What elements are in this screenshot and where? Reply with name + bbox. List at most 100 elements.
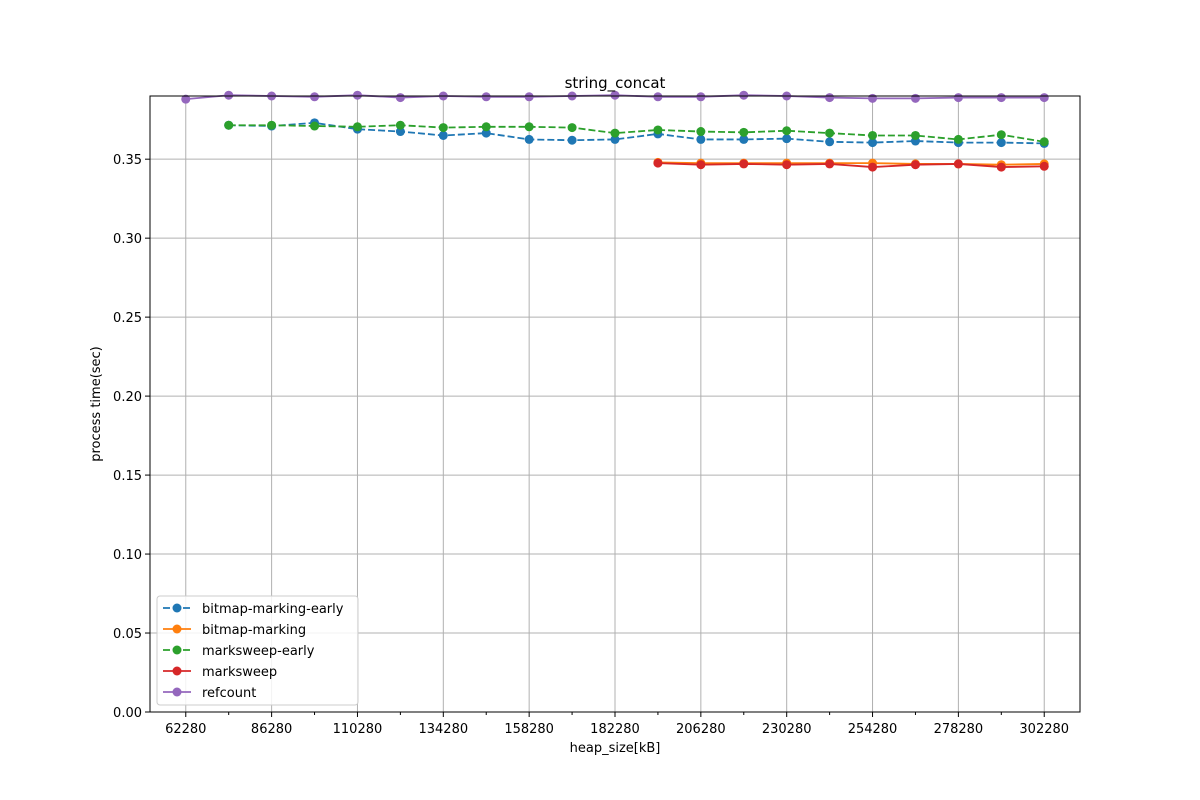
legend-label: refcount (202, 686, 256, 701)
legend-swatch-marker (172, 645, 182, 655)
data-point-marksweep-early (567, 123, 577, 133)
x-tick-label: 182280 (590, 722, 640, 737)
series-layer (181, 90, 1049, 172)
grid (150, 96, 1080, 713)
data-point-marksweep (953, 159, 963, 169)
legend-item-marksweep-early: marksweep-early (163, 644, 315, 659)
y-tick-label: 0.20 (113, 390, 142, 405)
data-point-marksweep (653, 158, 663, 168)
data-point-marksweep-early (438, 123, 448, 133)
y-tick-label: 0.00 (113, 706, 142, 721)
data-point-marksweep-early (653, 125, 663, 135)
series-marksweep (653, 158, 1049, 172)
x-tick-label: 302280 (1019, 722, 1069, 737)
series-line-bitmap-marking (657, 161, 1045, 166)
x-tick-label: 134280 (418, 722, 468, 737)
y-axis-title: process time(sec) (89, 346, 104, 462)
data-point-bitmap-marking-early (567, 135, 577, 145)
x-tick-label: 158280 (504, 722, 554, 737)
data-point-bitmap-marking-early (524, 134, 534, 144)
legend-label: bitmap-marking-early (202, 602, 344, 617)
data-point-bitmap-marking-early (868, 138, 878, 148)
data-point-refcount (181, 94, 191, 104)
data-point-marksweep-early (267, 120, 277, 130)
data-point-refcount (610, 90, 620, 100)
legend-swatch-marker (172, 603, 182, 613)
data-point-marksweep (739, 159, 749, 169)
legend-swatch-marker (172, 687, 182, 697)
data-point-marksweep-early (782, 126, 792, 136)
legend: bitmap-marking-early bitmap-marking marksw… (156, 595, 359, 706)
data-point-marksweep (825, 159, 835, 169)
data-point-marksweep-early (996, 130, 1006, 140)
y-tick-label: 0.25 (113, 311, 142, 326)
series-marksweep-early (224, 120, 1049, 147)
x-tick-label: 110280 (333, 722, 383, 737)
data-point-marksweep-early (310, 121, 320, 131)
data-point-bitmap-marking-early (782, 134, 792, 144)
series-line-marksweep (657, 162, 1045, 168)
data-point-refcount (481, 92, 491, 102)
legend-label: marksweep-early (202, 644, 315, 659)
legend-item-bitmap-marking-early: bitmap-marking-early (163, 602, 344, 617)
data-point-bitmap-marking-early (739, 134, 749, 144)
data-point-bitmap-marking-early (825, 137, 835, 147)
data-point-bitmap-marking-early (696, 134, 706, 144)
legend-swatch-marker (172, 624, 182, 634)
data-point-refcount (352, 90, 362, 100)
data-point-refcount (696, 92, 706, 102)
data-point-marksweep-early (524, 122, 534, 132)
data-point-marksweep (782, 160, 792, 170)
data-point-marksweep (696, 160, 706, 170)
legend-label: bitmap-marking (202, 623, 306, 638)
data-point-bitmap-marking-early (438, 130, 448, 140)
x-tick-label: 86280 (251, 722, 292, 737)
legend-box (156, 595, 359, 706)
y-tick-label: 0.10 (113, 548, 142, 563)
data-point-refcount (739, 90, 749, 100)
data-point-marksweep-early (395, 120, 405, 130)
x-tick-label: 254280 (848, 722, 898, 737)
y-tick-label: 0.30 (113, 232, 142, 247)
data-point-refcount (310, 92, 320, 102)
data-point-refcount (910, 93, 920, 103)
legend-item-marksweep: marksweep (163, 665, 277, 680)
series-line-marksweep-early (228, 124, 1045, 143)
legend-item-refcount: refcount (163, 686, 256, 701)
data-point-refcount (868, 93, 878, 103)
data-point-refcount (996, 93, 1006, 103)
data-point-refcount (653, 92, 663, 102)
y-tick-label: 0.05 (113, 627, 142, 642)
data-point-refcount (395, 93, 405, 103)
data-point-refcount (224, 90, 234, 100)
legend-label: marksweep (202, 665, 277, 680)
data-point-bitmap-marking-early (395, 127, 405, 137)
data-point-marksweep-early (481, 122, 491, 132)
data-point-marksweep-early (868, 130, 878, 140)
data-point-marksweep-early (610, 128, 620, 138)
data-point-marksweep-early (910, 130, 920, 140)
x-tick-label: 278280 (934, 722, 984, 737)
y-tick-label: 0.15 (113, 469, 142, 484)
data-point-bitmap-marking-early (996, 138, 1006, 148)
chart-title: string_concat (565, 74, 666, 93)
data-point-refcount (825, 93, 835, 103)
data-point-marksweep (910, 160, 920, 170)
data-point-marksweep-early (352, 122, 362, 132)
data-point-refcount (524, 92, 534, 102)
data-point-marksweep-early (1039, 137, 1049, 147)
data-point-refcount (953, 93, 963, 103)
data-point-bitmap-marking-early (481, 128, 491, 138)
x-axis-title: heap_size[kB] (570, 741, 661, 756)
data-point-marksweep-early (825, 128, 835, 138)
data-point-marksweep-early (953, 134, 963, 144)
data-point-marksweep-early (224, 120, 234, 130)
data-point-marksweep (1039, 161, 1049, 171)
y-tick-label: 0.35 (113, 153, 142, 168)
x-tick-label: 230280 (762, 722, 812, 737)
x-tick-label: 206280 (676, 722, 726, 737)
data-point-marksweep (868, 162, 878, 172)
x-tick-label: 62280 (165, 722, 206, 737)
data-point-marksweep-early (739, 127, 749, 137)
